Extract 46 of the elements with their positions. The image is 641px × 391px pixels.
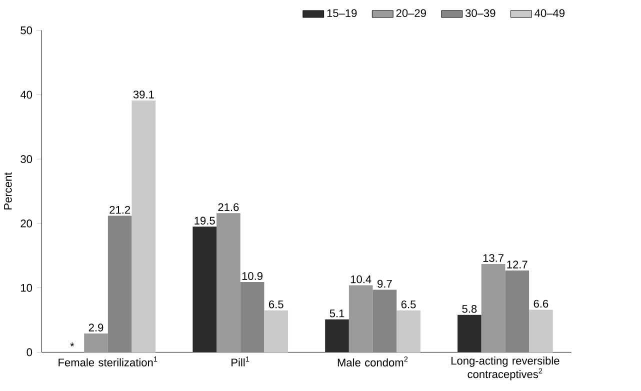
bar xyxy=(264,310,288,352)
bar xyxy=(216,213,240,352)
data-label: 21.6 xyxy=(218,203,239,212)
y-tick-label: 10 xyxy=(21,284,32,292)
text: * xyxy=(70,342,74,346)
legend-label: 40–49 xyxy=(534,9,564,18)
x-tick-label: Pill$^{1}$ xyxy=(232,356,250,366)
legend-label: 15–19 xyxy=(327,9,357,18)
data-label: 39.1 xyxy=(133,90,154,99)
data-label: 19.5 xyxy=(194,216,215,225)
data-label: 5.8 xyxy=(462,305,477,313)
data-label: 6.5 xyxy=(268,300,284,308)
y-tick-label: 50 xyxy=(20,26,32,34)
data-label: 6.5 xyxy=(401,300,416,308)
data-label: 2.9 xyxy=(88,324,104,332)
y-tick-label: 0 xyxy=(26,348,32,356)
x-tick-label: Female sterilization$^{1}$ xyxy=(58,356,158,366)
data-label: 6.6 xyxy=(534,300,548,308)
y-tick-label: 20 xyxy=(20,220,32,228)
bar xyxy=(481,264,506,352)
bar xyxy=(505,270,530,352)
bar xyxy=(192,226,217,352)
y-tick-label: 30 xyxy=(20,155,32,164)
bar xyxy=(396,310,420,352)
bar xyxy=(458,314,482,352)
data-label: 10.9 xyxy=(242,272,262,280)
x-tick-label: Male condom$^{2}$ xyxy=(338,356,408,367)
data-label: 10.4 xyxy=(350,275,372,284)
bar xyxy=(132,100,156,352)
data-label: 21.2 xyxy=(110,206,130,214)
data-label: 12.7 xyxy=(507,260,528,268)
bar xyxy=(529,310,553,352)
legend-label: 30–39 xyxy=(465,9,496,18)
y-axis-title: Percent xyxy=(4,172,12,210)
data-label: 13.7 xyxy=(483,254,504,262)
bar xyxy=(108,216,132,352)
bar xyxy=(240,282,264,352)
x-tick-label: Long-acting reversible contraceptives$^{2}$ xyxy=(452,356,560,380)
bar xyxy=(325,319,349,352)
data-label: 5.1 xyxy=(330,310,344,318)
data-label: 9.7 xyxy=(378,280,392,288)
bar xyxy=(84,334,108,352)
bar xyxy=(372,290,397,352)
bar xyxy=(348,285,373,352)
legend-label: 20–29 xyxy=(396,9,426,18)
y-tick-label: 40 xyxy=(20,90,32,99)
